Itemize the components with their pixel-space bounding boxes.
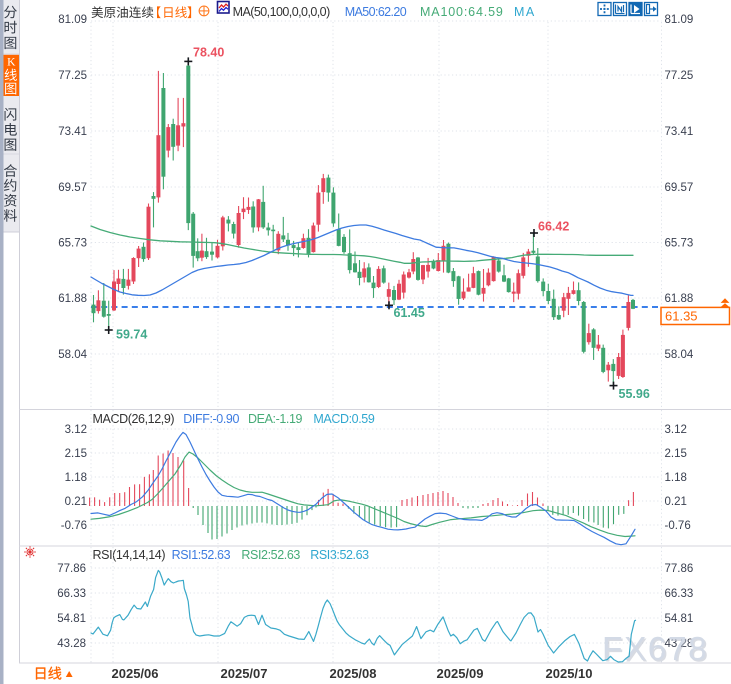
svg-text:1.18: 1.18 <box>665 472 687 484</box>
svg-text:RSI2:52.63: RSI2:52.63 <box>241 548 300 562</box>
svg-text:59.74: 59.74 <box>116 328 147 342</box>
svg-text:65.73: 65.73 <box>665 237 694 249</box>
svg-text:2025/09: 2025/09 <box>437 666 484 681</box>
svg-text:65.73: 65.73 <box>58 237 87 249</box>
svg-text:54.81: 54.81 <box>665 613 694 625</box>
svg-text:73.41: 73.41 <box>665 126 694 138</box>
svg-text:54.81: 54.81 <box>57 613 86 625</box>
svg-text:2025/08: 2025/08 <box>330 666 377 681</box>
svg-text:2025/06: 2025/06 <box>112 666 159 681</box>
svg-text:MA100:64.59: MA100:64.59 <box>420 5 504 19</box>
svg-text:81.09: 81.09 <box>665 14 694 26</box>
svg-text:2025/07: 2025/07 <box>221 666 268 681</box>
svg-text:61.45: 61.45 <box>394 306 425 320</box>
svg-text:DIFF:-0.90: DIFF:-0.90 <box>183 412 239 426</box>
svg-text:43.28: 43.28 <box>665 638 694 650</box>
svg-text:78.40: 78.40 <box>193 46 224 60</box>
svg-text:77.25: 77.25 <box>665 70 694 82</box>
svg-text:MA50:62.20: MA50:62.20 <box>345 5 407 19</box>
svg-text:77.25: 77.25 <box>58 70 87 82</box>
svg-text:66.42: 66.42 <box>538 220 569 234</box>
svg-text:61.88: 61.88 <box>665 293 694 305</box>
svg-text:-0.76: -0.76 <box>665 520 691 532</box>
svg-text:-0.76: -0.76 <box>61 520 87 532</box>
svg-text:66.33: 66.33 <box>665 588 694 600</box>
svg-text:77.86: 77.86 <box>57 563 86 575</box>
svg-text:K: K <box>7 56 16 68</box>
svg-text:FX678: FX678 <box>604 633 710 670</box>
svg-text:55.96: 55.96 <box>619 387 650 401</box>
svg-text:69.57: 69.57 <box>58 182 87 194</box>
svg-text:73.41: 73.41 <box>58 126 87 138</box>
svg-text:MA(50,100,0,0,0,0): MA(50,100,0,0,0,0) <box>233 5 330 19</box>
svg-text:58.04: 58.04 <box>58 349 87 361</box>
svg-text:2025/10: 2025/10 <box>546 666 593 681</box>
svg-text:66.33: 66.33 <box>57 588 86 600</box>
svg-text:0.21: 0.21 <box>65 496 87 508</box>
svg-text:RSI(14,14,14): RSI(14,14,14) <box>93 548 166 562</box>
svg-text:3.12: 3.12 <box>665 424 687 436</box>
svg-text:RSI3:52.63: RSI3:52.63 <box>310 548 369 562</box>
svg-text:61.35: 61.35 <box>665 309 698 324</box>
svg-text:77.86: 77.86 <box>665 563 694 575</box>
svg-text:DEA:-1.19: DEA:-1.19 <box>248 412 303 426</box>
svg-text:81.09: 81.09 <box>58 14 87 26</box>
svg-text:69.57: 69.57 <box>665 182 694 194</box>
svg-text:58.04: 58.04 <box>665 349 694 361</box>
svg-text:MACD:0.59: MACD:0.59 <box>313 412 374 426</box>
svg-text:MACD(26,12,9): MACD(26,12,9) <box>93 412 175 426</box>
svg-text:3.12: 3.12 <box>65 424 87 436</box>
svg-text:61.88: 61.88 <box>58 293 87 305</box>
svg-text:43.28: 43.28 <box>57 638 86 650</box>
svg-text:RSI1:52.63: RSI1:52.63 <box>172 548 231 562</box>
svg-text:2.15: 2.15 <box>65 448 87 460</box>
svg-text:0.21: 0.21 <box>665 496 687 508</box>
svg-text:2.15: 2.15 <box>665 448 687 460</box>
svg-text:MA: MA <box>514 5 536 19</box>
svg-text:1.18: 1.18 <box>65 472 87 484</box>
